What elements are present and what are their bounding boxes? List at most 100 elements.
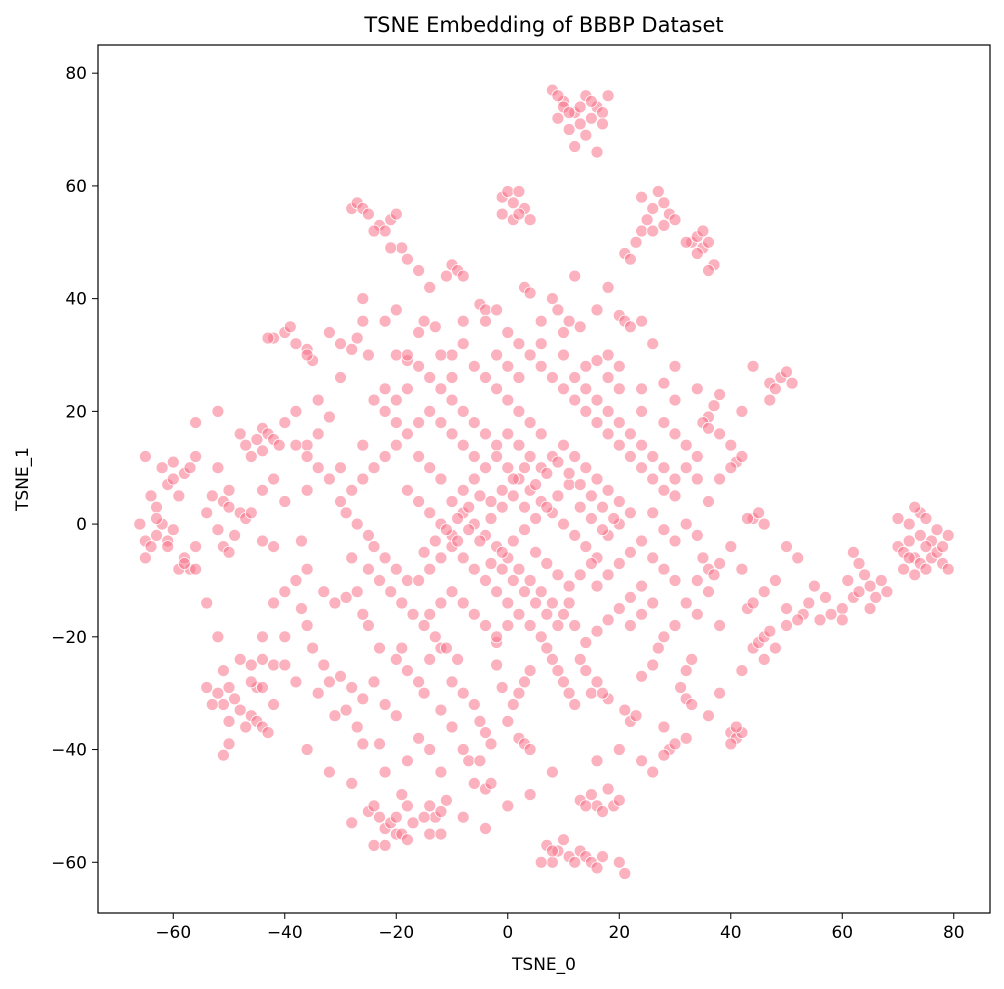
data-point <box>412 264 426 277</box>
data-point <box>657 562 671 576</box>
data-point <box>546 371 559 384</box>
data-point <box>646 202 660 215</box>
data-point <box>434 348 448 362</box>
data-point <box>473 534 487 548</box>
data-point <box>367 540 381 553</box>
data-point <box>690 529 704 542</box>
data-point <box>445 495 459 508</box>
data-point <box>562 686 576 700</box>
data-point <box>557 382 570 396</box>
data-point <box>612 793 626 807</box>
data-point <box>384 585 398 599</box>
data-point <box>495 207 509 221</box>
data-point <box>757 653 771 666</box>
data-point <box>200 506 214 520</box>
data-point <box>367 224 381 238</box>
data-point <box>668 619 682 632</box>
data-point <box>713 619 726 632</box>
data-point <box>913 529 927 542</box>
data-point <box>863 579 877 593</box>
data-point <box>852 585 866 599</box>
data-point <box>350 331 364 345</box>
data-point <box>311 461 325 475</box>
data-point <box>724 737 738 751</box>
data-point <box>596 117 609 131</box>
data-point <box>211 461 225 475</box>
data-point <box>479 461 492 475</box>
x-tick-label: 0 <box>502 923 513 943</box>
data-point <box>211 686 225 700</box>
data-point <box>467 359 481 373</box>
data-point <box>412 574 426 587</box>
data-point <box>551 489 565 503</box>
y-axis-label: TSNE_1 <box>13 447 33 512</box>
data-point <box>479 726 492 739</box>
data-point <box>635 461 648 475</box>
data-point <box>651 641 665 655</box>
data-point <box>562 466 576 480</box>
data-point <box>668 574 682 587</box>
data-point <box>612 416 626 430</box>
data-point <box>406 607 420 621</box>
data-point <box>551 303 565 317</box>
data-point <box>490 630 504 644</box>
data-point <box>624 450 637 463</box>
data-point <box>601 483 615 497</box>
data-point <box>389 207 403 221</box>
data-point <box>138 551 152 565</box>
data-point <box>311 393 325 407</box>
data-point <box>540 641 554 655</box>
data-point <box>490 450 504 463</box>
data-point <box>557 326 570 339</box>
data-point <box>384 241 398 255</box>
data-point <box>791 613 805 627</box>
data-point <box>278 630 292 644</box>
x-tick-label: 20 <box>608 923 630 943</box>
data-point <box>618 867 632 880</box>
data-point <box>155 461 169 475</box>
data-point <box>373 641 386 655</box>
data-point <box>462 500 476 514</box>
scatter-points <box>133 83 955 880</box>
data-point <box>378 382 392 396</box>
data-point <box>417 686 431 700</box>
data-point <box>506 472 520 486</box>
data-point <box>300 348 314 362</box>
data-point <box>211 404 225 418</box>
data-point <box>367 393 381 407</box>
data-point <box>590 354 604 368</box>
plot-area-frame <box>97 44 991 914</box>
data-point <box>345 342 359 356</box>
data-point <box>222 681 236 694</box>
data-point <box>858 568 871 582</box>
data-point <box>679 596 693 610</box>
data-point <box>412 495 426 508</box>
data-point <box>479 314 492 328</box>
data-point <box>551 455 565 469</box>
data-point <box>211 630 225 644</box>
data-point <box>395 596 409 610</box>
data-point <box>601 280 615 294</box>
data-point <box>311 427 325 441</box>
data-point <box>300 743 314 756</box>
data-point <box>534 630 548 644</box>
data-point <box>546 653 559 666</box>
data-point <box>345 777 359 790</box>
data-point <box>261 726 275 739</box>
data-point <box>267 658 281 672</box>
data-point <box>400 664 414 677</box>
data-point <box>205 698 219 711</box>
data-point <box>166 523 180 537</box>
data-point <box>685 698 699 711</box>
data-point <box>400 427 414 441</box>
data-point <box>919 540 933 553</box>
data-point <box>824 607 838 621</box>
data-point <box>724 438 738 452</box>
data-point <box>590 754 604 768</box>
data-point <box>233 653 247 666</box>
data-point <box>690 472 704 486</box>
y-tick-label: −40 <box>51 741 87 761</box>
data-point <box>746 359 760 373</box>
data-point <box>551 89 565 103</box>
data-point <box>841 574 855 587</box>
